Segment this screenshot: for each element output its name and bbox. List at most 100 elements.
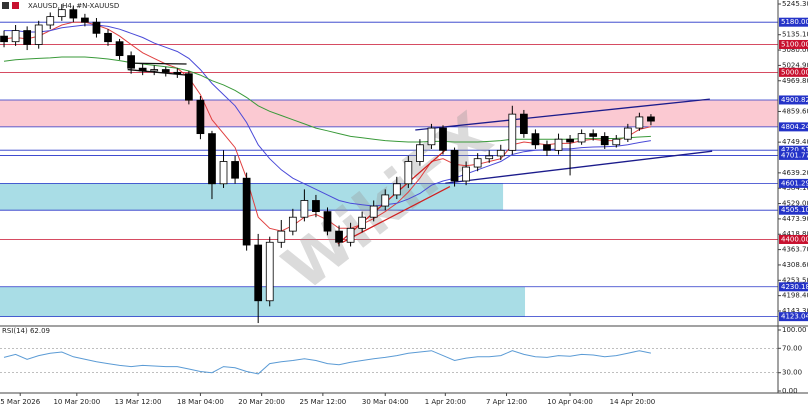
icon [2,2,9,9]
rsi-tick-label: 30.00 [782,369,802,377]
x-tick-label: 13 Mar 12:00 [115,398,162,406]
level-tag [779,39,808,49]
candle-body [254,244,263,302]
x-tick-label: 7 Apr 12:00 [486,398,527,406]
candle-body [450,149,459,182]
candle-body [196,99,205,135]
x-tick-label: 30 Mar 04:00 [362,398,409,406]
candle-body [519,113,528,135]
trendline [127,62,187,65]
level-label: 5100.00 [781,40,808,48]
candle-body [92,21,101,34]
zone [0,286,526,317]
candle-body [242,177,251,246]
candle-body [11,30,20,43]
chart-title: XAUUSD, H4, #N-XAUUSD [28,2,119,10]
y-tick-label: 4418.80 [782,230,808,238]
candle-body [485,155,494,160]
y-tick-label: 4198.40 [782,292,808,300]
candle-body [589,133,598,137]
x-tick-label: 10 Apr 04:00 [547,398,593,406]
moving-average [3,56,651,143]
trendline [337,149,446,245]
level-label: 4720.51 [781,146,808,154]
candle-body [369,205,378,218]
level-tag [779,205,808,215]
x-tick-label: 5 Mar 2026 [0,398,40,406]
candle-body [312,200,320,213]
candle-body [277,230,286,243]
candle-body [161,69,170,73]
x-tick-label: 10 Mar 20:00 [53,398,100,406]
y-tick-label: 4529.00 [782,200,808,208]
candle-body [46,16,55,26]
candle-body [81,17,89,23]
candle-body [265,241,274,302]
rsi-tick-label: 100.00 [782,326,807,334]
rsi-line [3,350,652,375]
y-tick-label: 5024.90 [782,61,808,69]
y-tick-label: 4253.50 [782,276,808,284]
level-label: 4900.82 [781,96,808,104]
trendline [415,98,710,131]
y-tick-label: 4584.10 [782,184,808,192]
levels [0,21,778,374]
candle-body [173,71,182,75]
zone [0,99,778,127]
y-tick-label: 5135.10 [782,31,808,39]
candle-body [462,166,470,182]
trendline [342,185,451,243]
candles [0,4,655,324]
candle-body [647,116,655,122]
candle-body [288,216,297,232]
rsi-tick-label: 0.00 [782,387,798,395]
y-tick-label: 4639.20 [782,169,808,177]
y-tick-label: 4969.80 [782,77,808,85]
zone [0,183,504,211]
candle-body [635,116,644,129]
level-label: 4400.00 [781,235,808,243]
level-label: 5000.00 [781,68,808,76]
rsi-tick-label: 70.00 [782,344,802,352]
candle-body [554,138,563,151]
header: XAUUSD, H4, #N-XAUUSD RSI(14) 62.09 [2,2,119,335]
candle-body [115,41,124,57]
x-tick-label: 1 Apr 20:00 [425,398,466,406]
candle-body [0,35,8,43]
candle-body [404,161,413,185]
zones [0,99,778,317]
level-tag [779,282,808,292]
level-label: 4123.04 [781,313,808,321]
candle-body [531,133,540,146]
candle-body [335,230,343,243]
y-tick-label: 4473.90 [782,215,808,223]
y-tick-label: 4308.60 [782,261,808,269]
x-tick-label: 20 Mar 20:00 [238,398,285,406]
candle-body [231,161,239,179]
y-tick-label: 4859.60 [782,107,808,115]
candle-body [416,144,424,162]
candle-body [57,9,66,18]
candle-body [138,67,147,72]
level-label: 4230.18 [781,283,808,291]
candle-body [427,127,436,146]
candle-body [508,113,517,151]
candle-body [600,136,609,146]
level-label: 4701.77 [781,151,808,159]
x-tick-label: 25 Mar 12:00 [299,398,346,406]
candle-body [300,200,309,218]
y-tick-label: 5245.30 [782,0,808,8]
candle-body [473,158,482,168]
level-label: 4505.10 [781,206,808,214]
candle-body [358,216,367,229]
rsi-label: RSI(14) 62.09 [2,327,50,335]
level-tag [779,234,808,244]
level-label: 4804.24 [781,123,808,131]
level-tag [779,178,808,188]
level-tag [779,17,808,27]
trendline [445,150,713,184]
candle-body [150,69,159,72]
candle-body [577,133,586,143]
candle-body [219,161,228,185]
